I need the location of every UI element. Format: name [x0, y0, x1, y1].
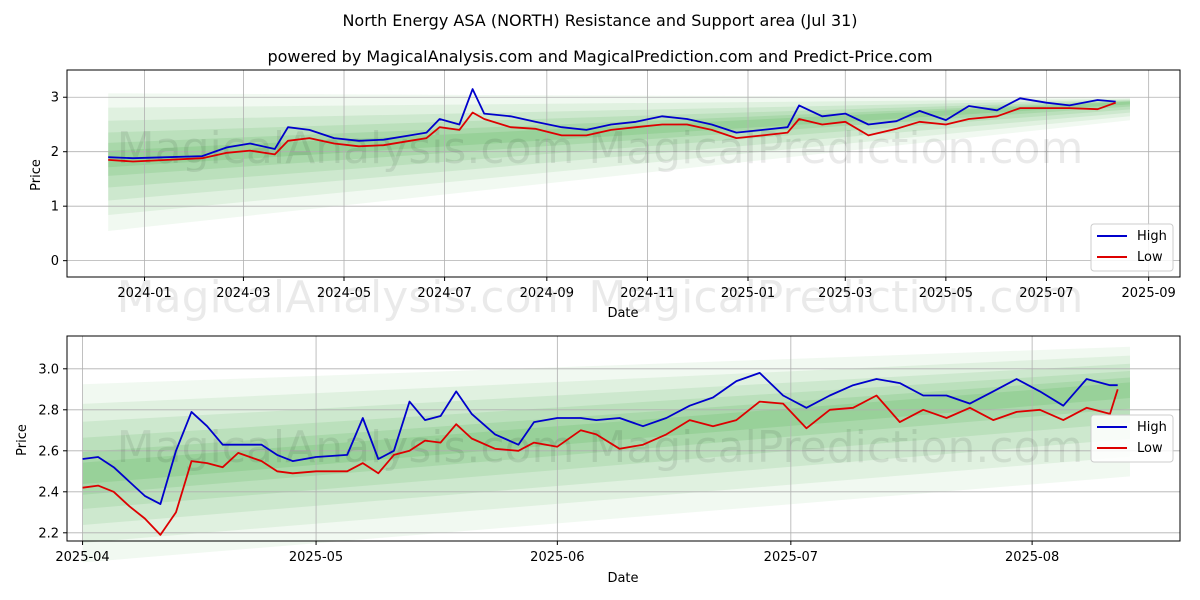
x-tick-label: 2025-07 [764, 550, 818, 565]
y-tick-label: 3 [51, 91, 59, 106]
x-tick-label: 2024-05 [317, 286, 371, 301]
y-tick-label: 2.8 [38, 403, 59, 418]
bottom-legend: High Low [1090, 414, 1174, 463]
low-series-line [108, 101, 1117, 163]
top-chart-panel: MagicalAnalysis.com MagicalPrediction.co… [29, 69, 1181, 323]
y-tick-label: 3.0 [38, 362, 59, 377]
band-2 [108, 99, 1130, 201]
top-watermark-lower: MagicalAnalysis.com MagicalPrediction.co… [117, 272, 1084, 323]
band-0 [108, 93, 1130, 231]
band-5 [108, 101, 1130, 168]
top-plot-frame [66, 69, 1181, 278]
bottom-x-axis-label: Date [607, 571, 638, 586]
band-1 [82, 355, 1131, 543]
x-tick-label: 2025-01 [721, 286, 775, 301]
bottom-watermark: MagicalAnalysis.com MagicalPrediction.co… [117, 422, 1084, 473]
bottom-legend-high-label: High [1137, 420, 1167, 435]
x-tick-label: 2025-09 [1122, 286, 1176, 301]
band-1 [108, 98, 1130, 216]
x-tick-label: 2025-03 [818, 286, 872, 301]
band-4 [108, 101, 1130, 176]
top-x-axis-label: Date [607, 306, 638, 321]
bottom-series-layer [82, 371, 1119, 536]
y-tick-label: 2.6 [38, 444, 59, 459]
chart-subtitle: powered by MagicalAnalysis.com and Magic… [267, 47, 932, 66]
bottom-ticks: 2025-04 2025-05 2025-06 2025-07 2025-08 2.2 2.… [38, 362, 1059, 565]
low-series-line [82, 389, 1119, 536]
top-band-layer [108, 93, 1130, 231]
x-tick-label: 2025-05 [289, 550, 343, 565]
high-series-line [108, 88, 1116, 160]
top-y-axis-label: Price [29, 159, 44, 191]
top-ticks: 2024-01 2024-03 2024-05 2024-07 2024-09 2024-… [51, 91, 1176, 301]
top-series-layer [108, 88, 1117, 163]
y-tick-label: 2.2 [38, 526, 59, 541]
y-tick-label: 1 [51, 200, 59, 215]
top-legend-high-label: High [1137, 229, 1167, 244]
bottom-y-axis-label: Price [15, 424, 30, 456]
x-tick-label: 2024-01 [117, 286, 171, 301]
bottom-legend-low-label: Low [1137, 441, 1163, 456]
high-series-line [82, 371, 1118, 506]
top-legend: High Low [1090, 223, 1174, 272]
band-2 [82, 363, 1131, 526]
band-5 [82, 382, 1131, 485]
chart-title: North Energy ASA (NORTH) Resistance and … [342, 11, 857, 30]
bottom-grid [67, 336, 1180, 541]
x-tick-label: 2025-05 [919, 286, 973, 301]
x-tick-label: 2024-07 [417, 286, 471, 301]
bottom-chart-panel: MagicalAnalysis.com MagicalPrediction.co… [15, 335, 1181, 586]
x-tick-label: 2025-08 [1005, 550, 1059, 565]
y-tick-label: 0 [51, 254, 59, 269]
x-tick-label: 2025-07 [1019, 286, 1073, 301]
y-tick-label: 2 [51, 145, 59, 160]
top-watermark: MagicalAnalysis.com MagicalPrediction.co… [117, 123, 1084, 174]
bottom-plot-frame [66, 335, 1181, 542]
band-3 [108, 100, 1130, 188]
x-tick-label: 2025-04 [55, 550, 109, 565]
top-legend-low-label: Low [1137, 250, 1163, 265]
x-tick-label: 2025-06 [530, 550, 584, 565]
x-tick-label: 2024-09 [520, 286, 574, 301]
y-tick-label: 2.4 [38, 485, 59, 500]
x-tick-label: 2024-03 [216, 286, 270, 301]
x-tick-label: 2024-11 [620, 286, 674, 301]
band-4 [82, 377, 1131, 495]
